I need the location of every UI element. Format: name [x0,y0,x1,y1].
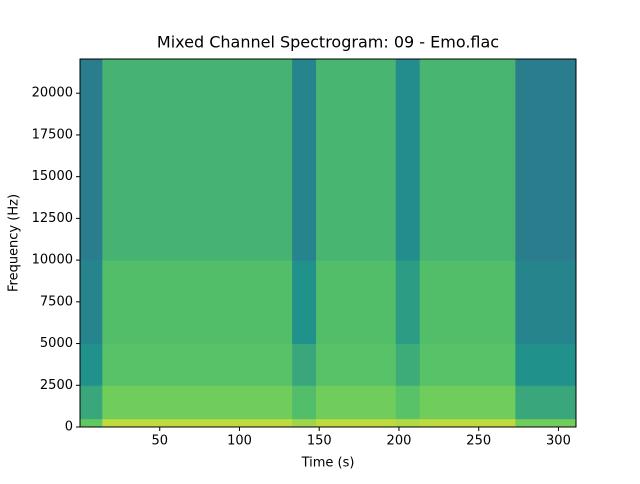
x-tick-label: 100 [227,434,252,449]
heat-cell [395,418,421,428]
heat-cell [419,260,516,345]
heat-cell [80,343,103,386]
x-axis-label: Time (s) [301,456,355,471]
chart-title: Mixed Channel Spectrogram: 09 - Emo.flac [157,33,499,52]
heat-cell [80,59,103,261]
heat-cell [80,260,103,345]
heat-cell [316,260,397,345]
heat-cell [316,59,397,261]
heat-cell [292,385,317,420]
heat-cell [419,59,516,261]
heat-cell [102,59,293,261]
y-tick-label: 7500 [40,294,73,309]
heat-cell [395,59,421,261]
x-tick-label: 150 [307,434,332,449]
x-tick-label: 250 [466,434,491,449]
heat-cell [515,385,577,420]
x-tick-label: 300 [546,434,571,449]
x-tick-label: 200 [387,434,412,449]
heat-cell [292,418,317,428]
heat-cell [395,385,421,420]
y-tick-label: 17500 [32,127,73,142]
y-tick-label: 5000 [40,336,73,351]
y-tick-label: 12500 [32,211,73,226]
heat-cell [419,343,516,386]
heat-cell [102,385,293,420]
heat-cell [515,260,577,345]
y-tick-label: 2500 [40,378,73,393]
heat-cell [292,260,317,345]
x-tick-label: 50 [151,434,168,449]
heat-cell [292,343,317,386]
heat-cell [419,385,516,420]
y-tick-label: 15000 [32,169,73,184]
y-tick-label: 10000 [32,253,73,268]
plot-frame [79,58,577,428]
heat-cell [102,343,293,386]
heat-cell [395,260,421,345]
heat-cell [515,343,577,386]
y-axis-label: Frequency (Hz) [7,194,22,292]
heat-cell [80,385,103,420]
heat-cell [419,418,516,428]
heat-cell [515,418,577,428]
heat-cell [292,59,317,261]
heatmap [80,59,577,428]
heat-cell [316,385,397,420]
heat-cell [102,418,293,428]
y-tick-label: 20000 [32,86,73,101]
heat-cell [316,343,397,386]
heat-cell [80,418,103,428]
y-tick-label: 0 [65,420,73,435]
heat-cell [316,418,397,428]
heat-cell [395,343,421,386]
heat-cell [102,260,293,345]
heat-cell [515,59,577,261]
